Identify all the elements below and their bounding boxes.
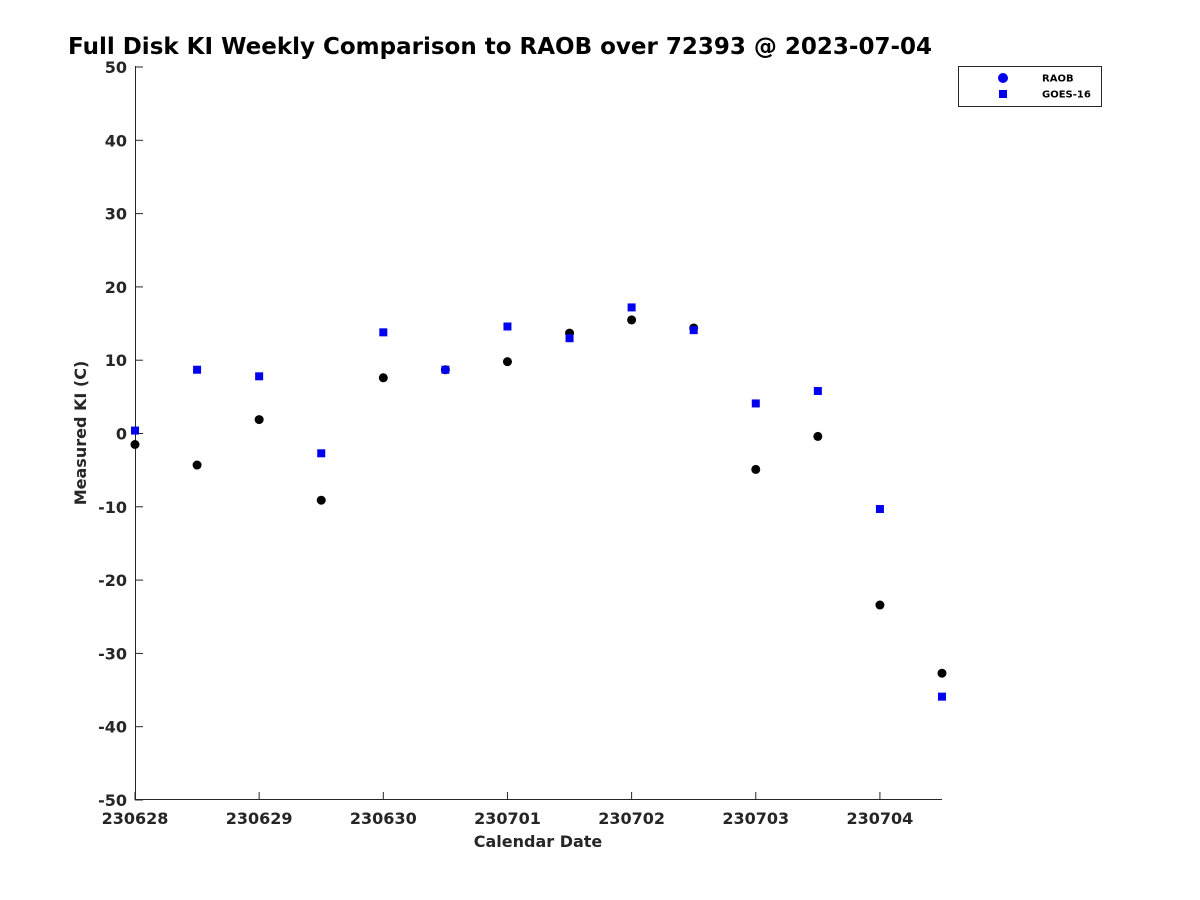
x-tick-label: 230629 [226,809,293,828]
y-tick-label: -40 [98,718,127,737]
y-tick-label: -50 [98,791,127,810]
goes-point [689,326,698,335]
raob-point [254,415,264,425]
raob-point [937,668,947,678]
raob-point [813,431,823,441]
series-raob [130,315,947,678]
x-tick-label: 230702 [598,809,665,828]
x-tick-label: 230704 [847,809,914,828]
goes-point [379,328,388,337]
x-axis-label: Calendar Date [474,832,603,851]
goes-point [503,322,512,331]
raob-point [316,495,326,505]
raob-point [875,600,885,610]
y-tick-label: 10 [105,351,127,370]
y-tick-label: 50 [105,58,127,77]
y-ticks: 50 40 30 20 10 0 -10 -20 -30 -40 -50 [98,58,143,810]
data-points [130,303,947,701]
x-tick-label: 230628 [102,809,169,828]
legend-marker-circle [998,73,1008,83]
goes-point [813,386,822,395]
legend-box [958,66,1102,107]
x-tick-label: 230630 [350,809,417,828]
goes-point [441,365,450,374]
goes-point [193,365,202,374]
y-tick-label: 40 [105,131,127,150]
raob-point [627,315,637,325]
y-axis-label: Measured KI (C) [71,361,90,506]
y-tick-label: 30 [105,205,127,224]
x-ticks: 230628 230629 230630 230701 230702 230703 2307… [102,792,914,828]
goes-point [565,334,574,343]
goes-point [875,504,884,513]
goes-point [317,449,326,458]
legend-marker-square [999,90,1007,98]
series-goes-16 [131,303,946,701]
legend-label: RAOB [1042,74,1074,85]
legend: RAOB GOES-16 [958,66,1102,107]
raob-point [502,357,512,367]
raob-point [378,373,388,383]
chart-title: Full Disk KI Weekly Comparison to RAOB o… [68,34,932,60]
goes-point [131,426,139,435]
x-tick-label: 230701 [474,809,541,828]
axes [135,66,942,800]
goes-point [938,692,946,701]
raob-point [130,439,140,449]
y-tick-label: -20 [98,571,127,590]
y-tick-label: 0 [116,425,127,444]
y-tick-label: -10 [98,498,127,517]
y-tick-label: -30 [98,644,127,663]
raob-point [192,460,202,470]
goes-point [255,372,264,381]
goes-point [627,303,636,312]
goes-point [751,399,760,408]
legend-items: RAOB GOES-16 [998,73,1091,101]
y-tick-label: 20 [105,278,127,297]
raob-point [751,464,761,474]
x-tick-label: 230703 [722,809,789,828]
legend-label: GOES-16 [1042,90,1091,101]
